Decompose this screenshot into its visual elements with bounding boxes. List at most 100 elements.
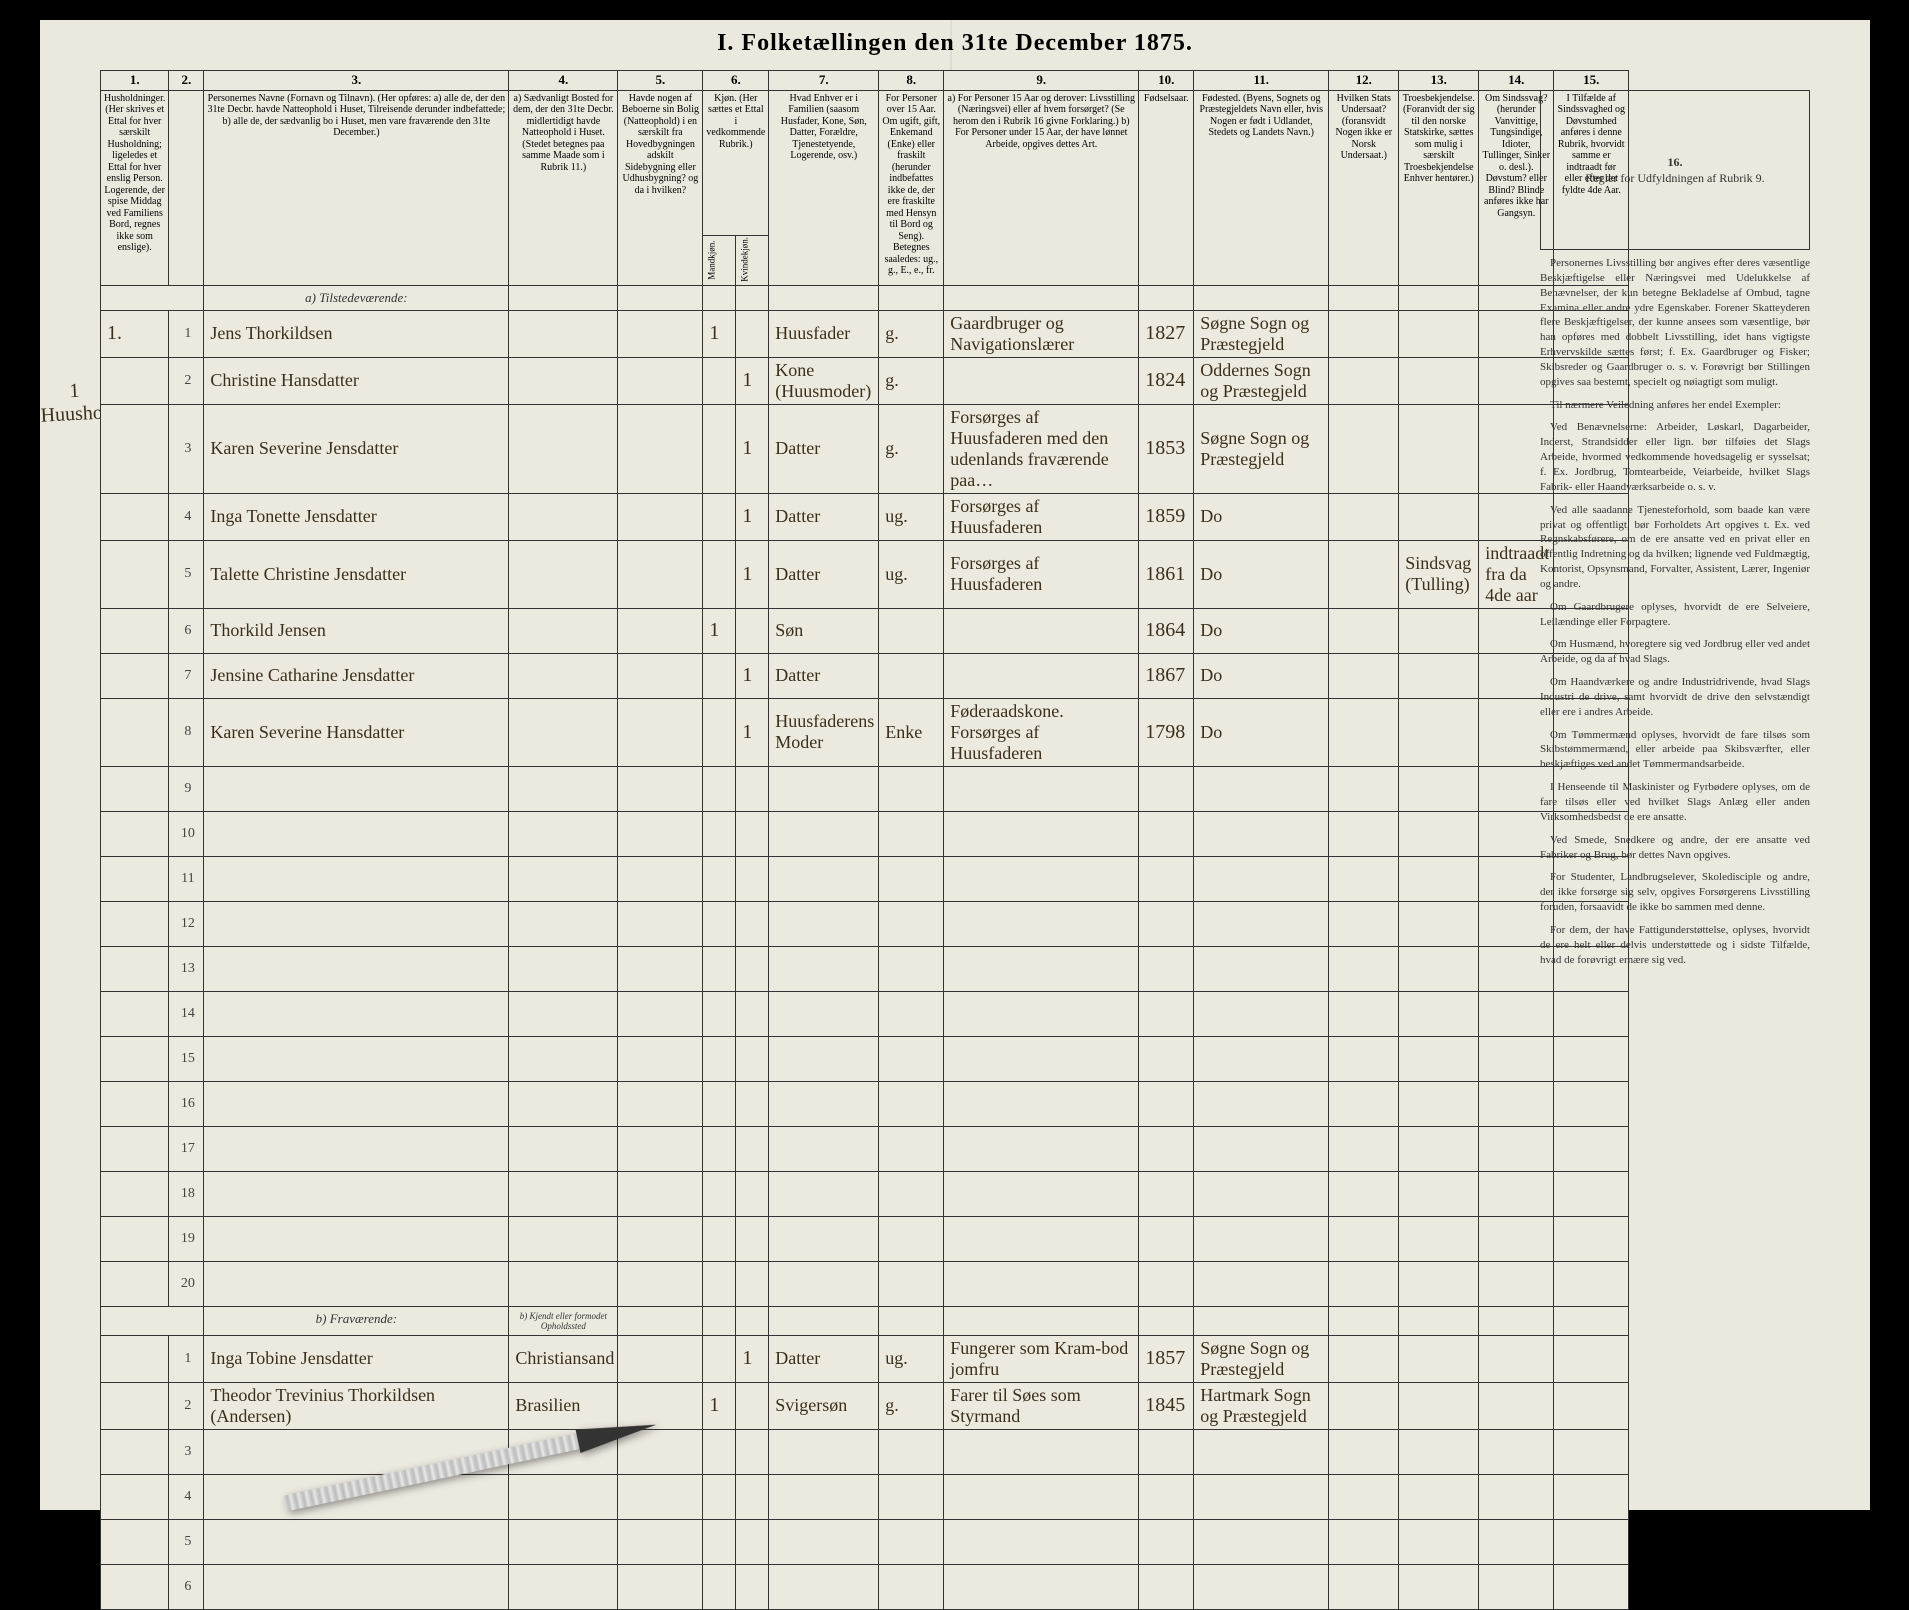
cell [944,1519,1139,1564]
cell [509,1171,618,1216]
header-religion: Troesbekjendelse. (Foranvidt der sig til… [1399,90,1479,285]
cell [1329,1335,1399,1382]
cell [204,766,509,811]
rules-sidebar: 16. Regler for Udfyldningen af Rubrik 9.… [1540,90,1810,975]
cell [1329,811,1399,856]
cell [1399,653,1479,698]
header-state: Hvilken Stats Undersaat? (foransvidt Nog… [1329,90,1399,285]
cell: 1 [703,1382,736,1429]
cell [736,1126,769,1171]
empty-row: 3 [101,1429,1629,1474]
rules-p11: For Studenter, Landbrugselever, Skoledis… [1540,870,1810,915]
cell [736,1261,769,1306]
cell [1399,766,1479,811]
cell [101,1564,169,1609]
empty-row: 15 [101,1036,1629,1081]
cell [1479,1036,1554,1081]
cell [101,766,169,811]
cell [101,901,169,946]
cell [204,1519,509,1564]
empty-row: 19 [101,1216,1629,1261]
cell [703,493,736,540]
cell [509,1126,618,1171]
cell: Forsørges af Huusfaderen med den udenlan… [944,404,1139,493]
cell [204,946,509,991]
cell [1139,766,1194,811]
rules-p1: Personernes Livsstilling bør angives eft… [1540,256,1810,390]
cell [1194,1429,1329,1474]
cell: 12 [169,901,204,946]
cell [879,766,944,811]
cell: 1861 [1139,540,1194,608]
cell [1399,901,1479,946]
cell [1194,1171,1329,1216]
cell [1194,1261,1329,1306]
cell: Talette Christine Jensdatter [204,540,509,608]
cell [944,766,1139,811]
cell [204,1564,509,1609]
cell [944,946,1139,991]
table-body: a) Tilstedeværende:1.1Jens Thorkildsen1H… [101,285,1629,1609]
cell [101,946,169,991]
empty-row: 13 [101,946,1629,991]
cell: 1845 [1139,1382,1194,1429]
cell [101,1519,169,1564]
cell [1399,1171,1479,1216]
cell [204,1261,509,1306]
cell [1194,811,1329,856]
cell [618,1036,703,1081]
cell [1139,1036,1194,1081]
col-num-3: 3. [204,71,509,91]
empty-row: 5 [101,1519,1629,1564]
cell: 14 [169,991,204,1036]
cell [944,1261,1139,1306]
cell: 3 [169,1429,204,1474]
cell [1479,991,1554,1036]
cell [618,946,703,991]
cell [944,1474,1139,1519]
cell [618,357,703,404]
cell [1554,1474,1629,1519]
cell [703,1216,736,1261]
cell [618,698,703,766]
cell [1329,1382,1399,1429]
cell [1329,1036,1399,1081]
cell [618,493,703,540]
col-num-11: 11. [1194,71,1329,91]
cell [1139,901,1194,946]
cell [703,1564,736,1609]
cell [509,1474,618,1519]
cell [879,1429,944,1474]
cell [944,357,1139,404]
cell [769,991,879,1036]
cell [879,1036,944,1081]
cell [879,653,944,698]
cell [944,653,1139,698]
cell: 1827 [1139,310,1194,357]
cell [101,1474,169,1519]
cell [204,1429,509,1474]
cell: Forsørges af Huusfaderen [944,493,1139,540]
cell [509,901,618,946]
cell [1399,1519,1479,1564]
cell [769,1474,879,1519]
cell [879,1564,944,1609]
cell [703,991,736,1036]
cell: Datter [769,540,879,608]
cell: Fungerer som Kram-bod jomfru [944,1335,1139,1382]
cell [1399,404,1479,493]
column-number-row: 1. 2. 3. 4. 5. 6. 7. 8. 9. 10. 11. 12. 1… [101,71,1629,91]
header-female: Kvindekjøn. [736,235,769,285]
cell [1329,946,1399,991]
cell [703,653,736,698]
cell [618,1474,703,1519]
cell [1399,1382,1479,1429]
cell: Christiansand [509,1335,618,1382]
header-building: Havde nogen af Beboerne sin Bolig (Natte… [618,90,703,285]
cell [1139,1261,1194,1306]
cell [101,1171,169,1216]
cell [879,991,944,1036]
cell: Do [1194,608,1329,653]
header-household: Husholdninger. (Her skrives et Ettal for… [101,90,169,285]
cell [736,310,769,357]
